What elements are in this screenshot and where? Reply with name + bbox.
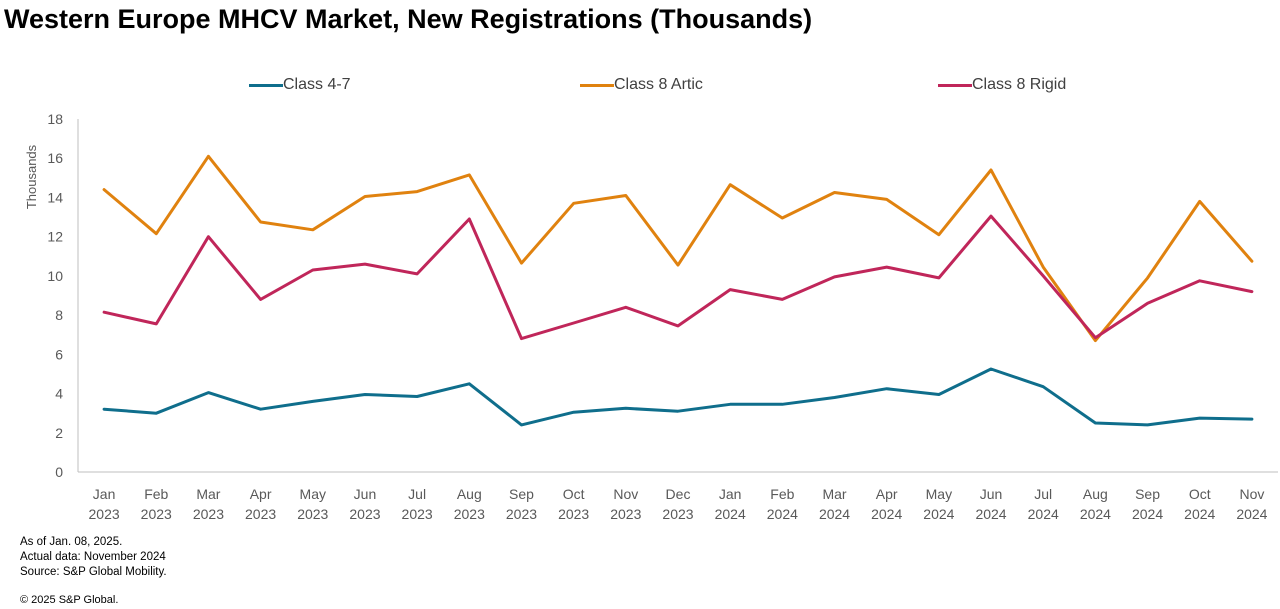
x-tick-label-month: Mar [196,486,220,502]
legend-label-class-4-7: Class 4-7 [283,76,351,93]
legend-label-class-8-artic: Class 8 Artic [614,76,703,93]
y-tick-label: 14 [47,189,63,205]
x-tick-label-month: Sep [1135,486,1160,502]
x-tick-label-year: 2023 [141,506,172,522]
x-tick-label-month: Nov [1239,486,1264,502]
legend-swatch-class-8-artic [580,83,614,87]
legend-item-class-4-7: Class 4-7 [249,76,351,94]
chart-title: Western Europe MHCV Market, New Registra… [4,4,813,34]
x-tick-label-month: Mar [822,486,846,502]
x-tick-label-year: 2023 [454,506,485,522]
x-tick-label-year: 2024 [975,506,1006,522]
x-tick-label-month: Jan [719,486,742,502]
x-tick-label-year: 2024 [715,506,746,522]
x-tick-label-month: Oct [563,486,585,502]
x-tick-label-month: May [300,486,326,502]
x-tick-label-year: 2024 [1236,506,1267,522]
x-tick-label-month: Jan [93,486,116,502]
chart-legend: Class 4-7 Class 8 Artic Class 8 Rigid [0,76,1280,98]
x-tick-label-year: 2024 [1028,506,1059,522]
y-tick-label: 2 [55,425,63,441]
x-tick-label-year: 2023 [89,506,120,522]
x-tick-label-year: 2023 [610,506,641,522]
x-tick-label-year: 2023 [506,506,537,522]
y-tick-label: 10 [47,268,63,284]
y-tick-label: 18 [47,111,63,127]
x-tick-label-year: 2023 [349,506,380,522]
legend-swatch-class-8-rigid [938,83,972,87]
line-chart: 0 2 4 6 8 10 12 14 16 18 Thousands Jan 2023 Feb 2023 Ma… [24,111,1278,522]
x-tick-label-month: Oct [1189,486,1211,502]
y-tick-label: 4 [55,386,63,402]
chart-tick-labels: 0 2 4 6 8 10 12 14 16 18 Thousands Jan 2023 Feb 2023 Ma… [24,111,1268,522]
chart-series-lines [102,154,1254,427]
x-tick-label-year: 2023 [245,506,276,522]
x-tick-label-month: Sep [509,486,534,502]
note-actual-data: Actual data: November 2024 [20,551,166,563]
y-tick-label: 16 [47,150,63,166]
x-tick-label-month: Aug [1083,486,1108,502]
note-as-of-date: As of Jan. 08, 2025. [20,536,123,548]
series-line-class-8-artic [102,154,1254,343]
x-tick-label-month: Apr [876,486,898,502]
x-tick-label-year: 2023 [558,506,589,522]
x-tick-label-year: 2024 [1184,506,1215,522]
y-tick-label: 12 [47,229,63,245]
x-tick-label-year: 2023 [402,506,433,522]
x-tick-label-year: 2023 [193,506,224,522]
copyright-notice: © 2025 S&P Global. [20,594,119,606]
x-tick-label-year: 2024 [871,506,902,522]
x-tick-label-year: 2024 [923,506,954,522]
y-axis-title: Thousands [24,144,39,209]
x-tick-label-month: Nov [613,486,638,502]
series-line-class-8-rigid [102,214,1254,341]
x-tick-label-month: Jun [980,486,1003,502]
y-tick-label: 0 [55,464,63,480]
legend-item-class-8-artic: Class 8 Artic [580,76,703,94]
x-tick-label-year: 2024 [1132,506,1163,522]
note-source: Source: S&P Global Mobility. [20,566,167,578]
x-tick-label-month: Jun [354,486,377,502]
x-tick-label-month: Feb [144,486,168,502]
x-tick-label-month: Feb [770,486,794,502]
x-tick-label-month: Jul [408,486,426,502]
x-tick-label-year: 2023 [297,506,328,522]
x-tick-label-month: Apr [250,486,272,502]
x-tick-label-year: 2024 [819,506,850,522]
chart-axes [77,119,1278,473]
x-tick-label-month: Aug [457,486,482,502]
x-tick-label-month: Jul [1034,486,1052,502]
chart-notes: As of Jan. 08, 2025. Actual data: Novemb… [20,535,167,580]
x-tick-label-month: May [926,486,952,502]
y-tick-label: 6 [55,346,63,362]
series-line-class-4-7 [102,367,1254,427]
x-tick-label-year: 2024 [767,506,798,522]
legend-label-class-8-rigid: Class 8 Rigid [972,76,1067,93]
x-tick-label-year: 2023 [662,506,693,522]
x-tick-label-month: Dec [666,486,691,502]
y-tick-label: 8 [55,307,63,323]
legend-swatch-class-4-7 [249,83,283,87]
legend-item-class-8-rigid: Class 8 Rigid [938,76,1066,94]
x-tick-label-year: 2024 [1080,506,1111,522]
